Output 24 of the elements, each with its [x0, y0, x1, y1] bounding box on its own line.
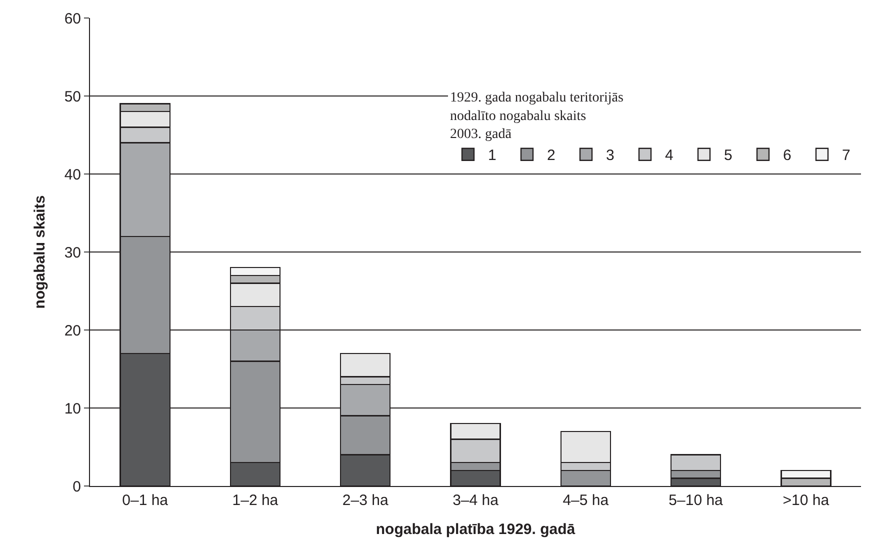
y-tick-label: 10 — [64, 400, 81, 418]
legend-label: 3 — [606, 147, 614, 164]
y-tick-label: 20 — [64, 322, 81, 340]
x-tick-label: 1–2 ha — [232, 492, 279, 509]
x-tick-label: 4–5 ha — [562, 492, 610, 509]
y-tick-label: 30 — [64, 244, 81, 262]
legend-label: 7 — [842, 147, 850, 164]
x-tick-label: 3–4 ha — [452, 492, 500, 509]
legend-label: 5 — [724, 147, 732, 164]
y-tick-label: 40 — [64, 166, 81, 184]
y-axis-title: nogabalu skaits — [32, 195, 49, 309]
y-tick-label: 50 — [64, 88, 81, 106]
y-tick-label: 60 — [64, 10, 81, 28]
x-axis-title: nogabala platība 1929. gadā — [376, 521, 576, 538]
x-tick-label: 2–3 ha — [342, 492, 389, 509]
legend-label: 2 — [547, 147, 556, 164]
legend-label: 4 — [665, 147, 674, 164]
legend-label: 1 — [488, 147, 496, 164]
x-tick-label: >10 ha — [782, 492, 830, 509]
x-tick-label: 0–1 ha — [122, 492, 169, 509]
legend-label: 6 — [783, 147, 792, 164]
x-tick-label: 5–10 ha — [668, 492, 724, 509]
y-tick-label: 0 — [72, 478, 81, 496]
legend-title: 1929. gada nogabalu teritorijās nodalīto nogabalu skaits 2003. gadā — [450, 90, 624, 142]
